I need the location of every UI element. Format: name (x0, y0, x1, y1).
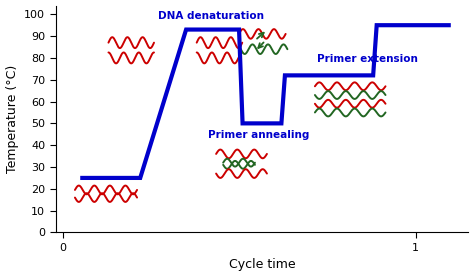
Text: Primer annealing: Primer annealing (208, 130, 309, 140)
Text: Primer extension: Primer extension (317, 55, 418, 65)
X-axis label: Cycle time: Cycle time (228, 258, 295, 271)
Y-axis label: Temperature (°C): Temperature (°C) (6, 65, 18, 173)
Text: DNA denaturation: DNA denaturation (158, 11, 264, 21)
